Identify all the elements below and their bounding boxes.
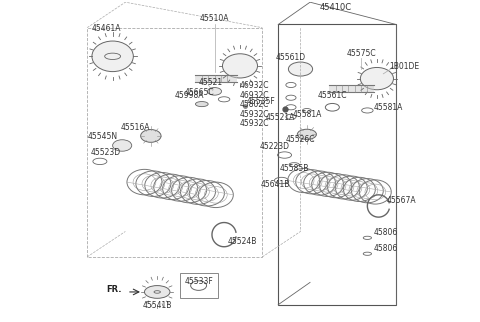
Text: 45223D: 45223D [260, 142, 290, 151]
Text: 45526C: 45526C [286, 135, 315, 144]
Text: 1B01DE: 1B01DE [390, 62, 420, 71]
Text: 45410C: 45410C [320, 3, 351, 12]
Text: 45567A: 45567A [386, 196, 416, 205]
Text: 45932C: 45932C [239, 119, 269, 128]
Text: 45581A: 45581A [374, 103, 403, 112]
Ellipse shape [195, 101, 208, 107]
Text: 45581A: 45581A [292, 110, 322, 119]
Ellipse shape [223, 54, 257, 78]
Text: 45535F: 45535F [246, 97, 275, 106]
Text: 45561C: 45561C [318, 91, 347, 100]
Ellipse shape [144, 286, 170, 298]
Text: 45510A: 45510A [200, 14, 229, 23]
Ellipse shape [360, 68, 394, 90]
Text: 45521A: 45521A [265, 113, 295, 122]
Text: 46932C: 46932C [239, 81, 269, 90]
Text: 45802C: 45802C [240, 100, 269, 109]
Polygon shape [329, 85, 374, 92]
Text: 45521: 45521 [199, 78, 223, 87]
Text: 45524B: 45524B [227, 237, 257, 246]
Ellipse shape [288, 62, 312, 76]
Text: 45665C: 45665C [185, 88, 215, 97]
Text: 45641B: 45641B [260, 180, 290, 189]
Text: 45533F: 45533F [184, 277, 213, 286]
Polygon shape [195, 75, 237, 82]
Text: 45541B: 45541B [143, 301, 172, 310]
Text: 45545N: 45545N [88, 132, 118, 141]
Text: FR.: FR. [107, 285, 122, 294]
Text: 45575C: 45575C [346, 49, 376, 58]
Text: 45806: 45806 [374, 243, 398, 252]
Text: 45998A: 45998A [174, 91, 204, 100]
Ellipse shape [113, 140, 132, 151]
Text: 45561D: 45561D [276, 52, 306, 62]
Ellipse shape [207, 88, 222, 95]
Text: 46932C: 46932C [239, 91, 269, 100]
Text: 45516A: 45516A [120, 123, 150, 132]
Text: 45585B: 45585B [279, 164, 309, 173]
Ellipse shape [297, 129, 316, 139]
Text: 45806: 45806 [374, 228, 398, 237]
Ellipse shape [141, 129, 161, 142]
Text: 45932C: 45932C [239, 110, 269, 119]
Text: 45461A: 45461A [92, 24, 121, 33]
Text: 45523D: 45523D [90, 148, 120, 157]
Ellipse shape [92, 41, 133, 71]
